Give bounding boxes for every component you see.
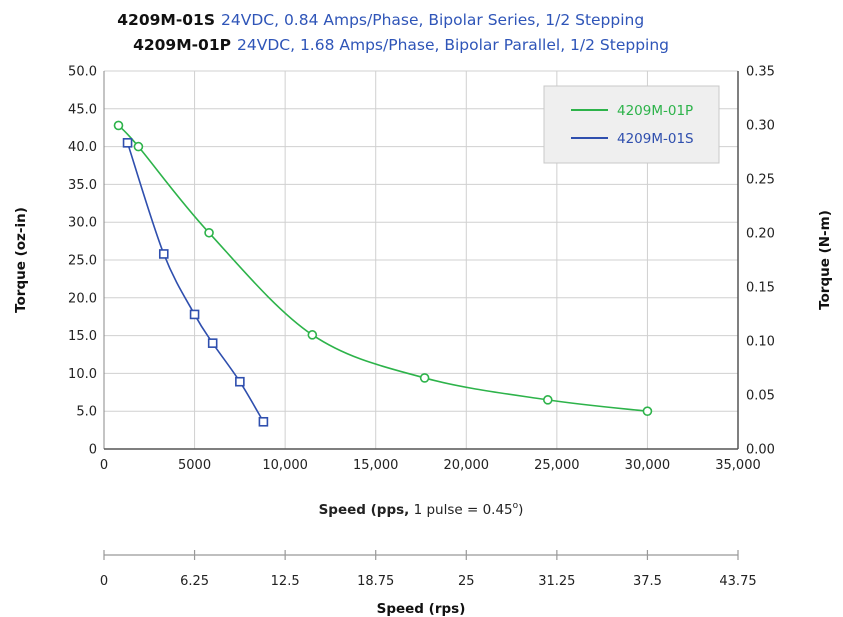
y-tick-label: 5.0 <box>76 405 97 420</box>
series-layer <box>113 120 653 427</box>
data-point-4209M-01P <box>133 141 144 152</box>
y2-tick-label: 0.30 <box>746 119 775 134</box>
data-point-4209M-01S <box>158 249 169 259</box>
x-axis-title-bold: Speed (pps, <box>319 502 410 518</box>
x-tick-label: 25,000 <box>534 458 580 473</box>
x-axis-title-close: ) <box>518 502 523 518</box>
data-point-4209M-01S <box>189 309 200 320</box>
rps-tick-label: 12.5 <box>271 574 300 589</box>
y-tick-label: 50.0 <box>68 65 97 80</box>
x-tick-label: 0 <box>100 458 108 473</box>
title-line-1-desc: 24VDC, 0.84 Amps/Phase, Bipolar Series, … <box>221 11 644 29</box>
data-point-4209M-01S <box>207 338 218 348</box>
y-left-axis-title: Torque (oz-in) <box>13 207 29 313</box>
title-line-2-model: 4209M-01P <box>133 36 231 54</box>
title-line-2-desc: 24VDC, 1.68 Amps/Phase, Bipolar Parallel… <box>237 36 669 54</box>
tick-labels: 0 5000 10,000 15,000 20,000 25,000 30,000 35,00… <box>68 65 775 474</box>
x-tick-label: 30,000 <box>625 458 671 473</box>
data-point-4209M-01S <box>122 138 133 148</box>
x-tick-label: 15,000 <box>353 458 399 473</box>
y-tick-label: 20.0 <box>68 291 97 306</box>
y2-tick-label: 0.10 <box>746 335 775 350</box>
x-tick-label: 20,000 <box>444 458 490 473</box>
rps-axis: 0 6.25 12.5 18.75 25 31.25 37.5 43.75 <box>100 550 757 589</box>
x-tick-label: 35,000 <box>715 458 761 473</box>
x-axis-title-degree: o <box>513 501 519 511</box>
y-tick-label: 25.0 <box>68 254 97 269</box>
data-point-4209M-01P <box>307 330 318 340</box>
data-point-4209M-01S <box>235 376 245 387</box>
x-axis-title-rest: 1 pulse = 0.45 <box>409 502 512 518</box>
data-point-4209M-01P <box>113 120 124 131</box>
x-tick-label: 10,000 <box>262 458 308 473</box>
y2-tick-label: 0.20 <box>746 227 775 242</box>
y-tick-label: 30.0 <box>68 216 97 231</box>
rps-tick-label: 18.75 <box>357 574 394 589</box>
title-line-1-model: 4209M-01S <box>117 11 215 29</box>
x-tick-label: 5000 <box>178 458 211 473</box>
rps-tick-label: 25 <box>458 574 475 589</box>
y-right-axis-title: Torque (N-m) <box>817 210 833 310</box>
rps-tick-label: 31.25 <box>538 574 575 589</box>
y-tick-label: 35.0 <box>68 178 97 193</box>
rps-tick-label: 43.75 <box>719 574 756 589</box>
rps-tick-label: 37.5 <box>633 574 662 589</box>
y2-tick-label: 0.05 <box>746 389 775 404</box>
y-tick-label: 10.0 <box>68 367 97 382</box>
data-point-4209M-01P <box>642 406 653 417</box>
legend-label-01p: 4209M-01P <box>617 103 693 119</box>
legend-label-01s: 4209M-01S <box>617 131 694 147</box>
y2-tick-label: 0.00 <box>746 443 775 458</box>
legend: 4209M-01P 4209M-01S <box>543 85 720 164</box>
y-tick-label: 40.0 <box>68 140 97 155</box>
data-point-4209M-01P <box>542 395 553 405</box>
rps-axis-title: Speed (rps) <box>377 601 466 617</box>
legend-box <box>543 85 720 164</box>
y2-tick-label: 0.25 <box>746 173 775 188</box>
grid <box>104 70 738 449</box>
y2-tick-label: 0.35 <box>746 65 775 80</box>
x-axis-title: Speed (pps, 1 pulse = 0.45o) <box>319 501 524 518</box>
data-point-4209M-01S <box>258 416 269 427</box>
rps-tick-label: 6.25 <box>180 574 209 589</box>
data-point-4209M-01P <box>419 373 430 383</box>
y-tick-label: 45.0 <box>68 102 97 117</box>
y2-tick-label: 0.15 <box>746 281 775 296</box>
y-tick-label: 0 <box>89 443 97 458</box>
y-tick-label: 15.0 <box>68 329 97 344</box>
data-point-4209M-01P <box>204 227 214 238</box>
rps-tick-label: 0 <box>100 574 108 589</box>
